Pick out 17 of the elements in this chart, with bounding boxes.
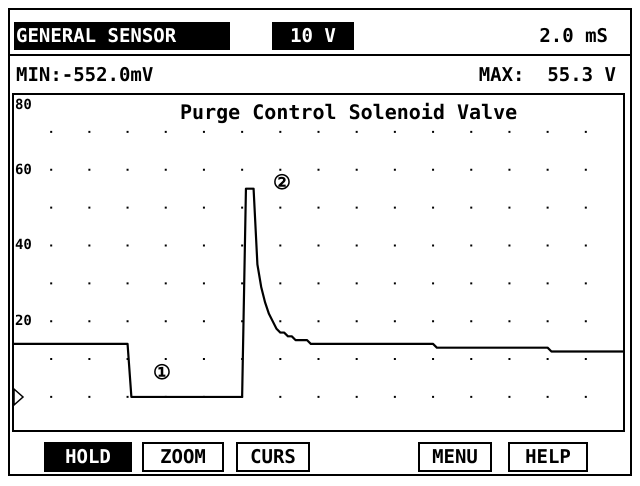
- text: CURS: [250, 446, 296, 468]
- y-tick-label: 60: [15, 160, 32, 179]
- y-tick-label: 20: [15, 312, 32, 330]
- y-tick-label: 80: [15, 96, 32, 114]
- text: HOLD: [65, 446, 111, 468]
- y-tick-label: 40: [15, 236, 32, 254]
- text: 2.0 mS: [539, 25, 608, 47]
- chart-title: Purge Control Solenoid Valve: [180, 100, 518, 124]
- text: MENU: [432, 446, 478, 468]
- annotation: ②: [273, 170, 291, 194]
- text: MAX: 55.3 V: [478, 64, 616, 86]
- text: HELP: [525, 446, 571, 468]
- annotation: ①: [153, 360, 171, 384]
- text: MIN:-552.0mV: [16, 64, 154, 86]
- text: 10 V: [290, 25, 336, 47]
- text: ZOOM: [160, 446, 206, 468]
- text: GENERAL SENSOR: [16, 25, 176, 47]
